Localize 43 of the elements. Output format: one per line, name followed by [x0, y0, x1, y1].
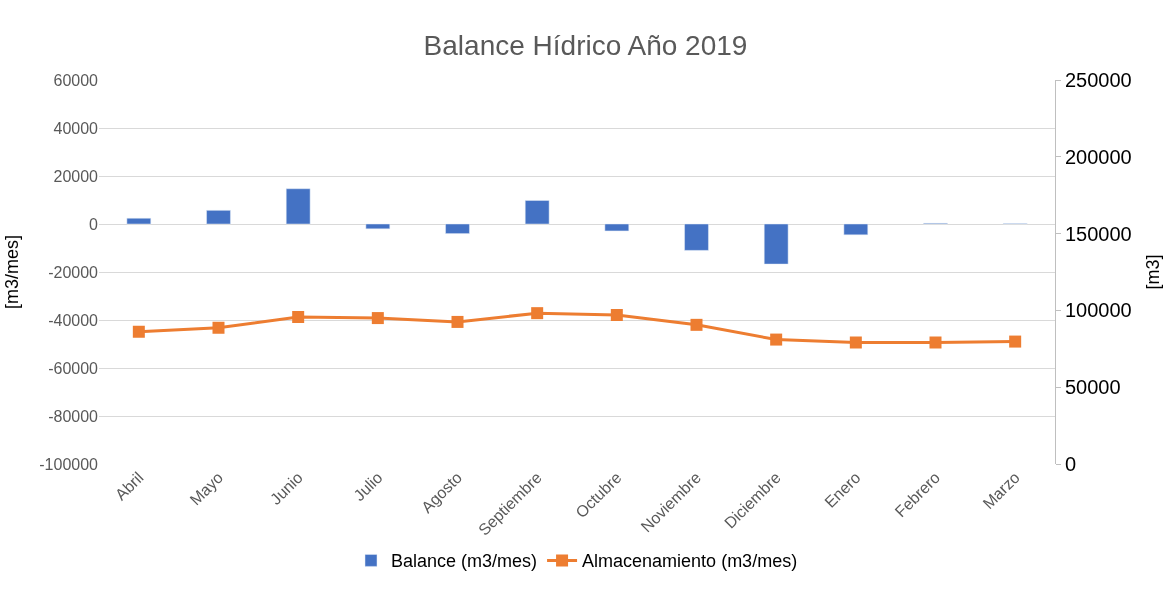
y-tick-label: -40000 [48, 311, 99, 329]
y2-tick-label: 200000 [1065, 145, 1132, 168]
y-axis-title: [m3/mes] [2, 234, 23, 310]
point [451, 315, 464, 328]
y-tick-label: 20000 [53, 167, 99, 185]
bar [763, 223, 789, 265]
point [610, 309, 623, 322]
bar [365, 223, 391, 230]
point [371, 312, 384, 325]
bar [684, 223, 709, 251]
bar [843, 223, 869, 236]
x-tick-label: Julio [350, 468, 386, 505]
y-tick-label: -100000 [39, 455, 99, 473]
point [849, 336, 862, 349]
legend-label: Almacenamiento (m3/mes) [582, 551, 798, 572]
y-tick-label: 0 [89, 215, 99, 233]
y2-tick-label: 150000 [1065, 222, 1132, 245]
y2-tick-label: 50000 [1065, 376, 1121, 399]
y-tick-label: 60000 [53, 71, 99, 89]
chart-title: Balance Hídrico Año 2019 [423, 30, 748, 62]
y-tick-label: -20000 [48, 263, 99, 281]
y-tick-label: -60000 [48, 359, 99, 377]
point [531, 307, 544, 320]
bar [126, 217, 152, 225]
point [292, 311, 305, 323]
y-tick-label: 40000 [53, 119, 99, 137]
point [212, 321, 225, 334]
point [1009, 335, 1022, 348]
point [929, 336, 942, 349]
y-tick-label: -80000 [48, 407, 99, 425]
bar [206, 210, 231, 225]
bar [445, 223, 470, 234]
point [690, 318, 703, 331]
legend-label: Balance (m3/mes) [391, 551, 538, 572]
y2-tick-label: 0 [1065, 453, 1077, 475]
bar [285, 188, 311, 225]
bar [524, 200, 550, 225]
point [132, 325, 145, 338]
y2-tick-label: 250000 [1065, 69, 1132, 91]
y2-tick-label: 100000 [1065, 299, 1132, 322]
point [770, 333, 783, 346]
bar [604, 223, 630, 232]
y2-axis-title: [m3] [1142, 254, 1163, 290]
